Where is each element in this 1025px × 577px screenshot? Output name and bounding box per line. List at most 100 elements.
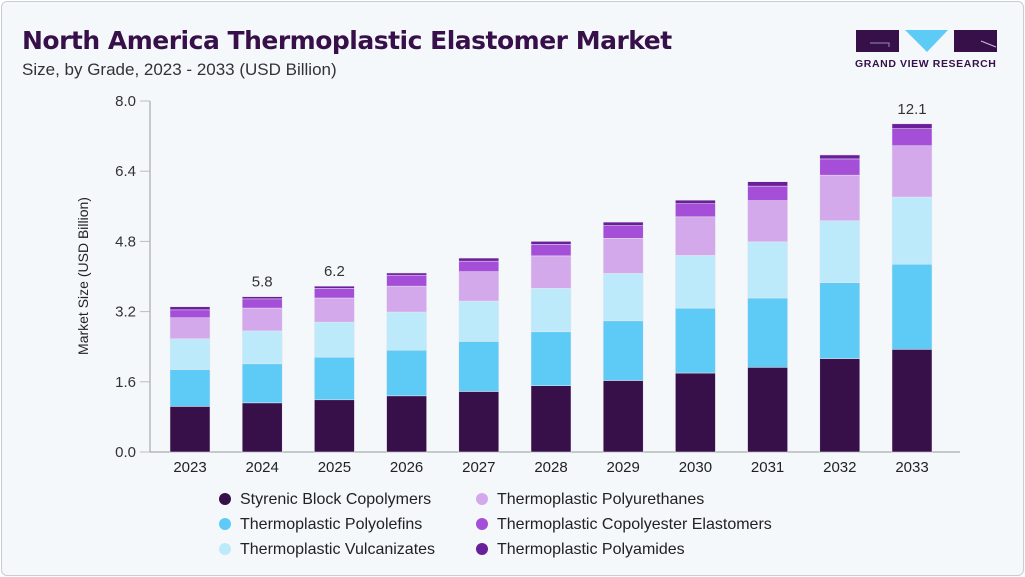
bar-segment <box>169 369 211 407</box>
bar-segment <box>747 200 788 243</box>
y-tick-label: 0.0 <box>115 444 136 461</box>
x-tick-label: 2032 <box>823 459 856 476</box>
bar-segment <box>314 356 355 401</box>
bar-segment <box>386 272 427 276</box>
bar-segment <box>819 220 861 283</box>
logo-text: GRAND VIEW RESEARCH <box>855 58 997 70</box>
data-label: 5.8 <box>252 274 273 291</box>
bar-segment <box>675 203 716 218</box>
bar-segment <box>458 271 500 302</box>
data-label: 6.2 <box>324 263 345 280</box>
bar-segment <box>458 341 500 392</box>
legend-label: Thermoplastic Vulcanizates <box>240 541 435 558</box>
x-tick-label: 2028 <box>534 459 567 476</box>
x-tick-label: 2033 <box>895 459 928 476</box>
bar-segment <box>819 282 861 359</box>
y-tick-label: 6.4 <box>115 163 136 180</box>
bar-segment <box>241 330 283 365</box>
bar-segment <box>675 216 716 256</box>
bar-segment <box>602 221 644 226</box>
legend-label: Thermoplastic Polyurethanes <box>497 491 704 508</box>
bar-segment <box>169 306 211 311</box>
bar-segment <box>747 367 788 453</box>
chart-subtitle: Size, by Grade, 2023 - 2033 (USD Billion… <box>22 60 337 79</box>
bar-segment <box>891 196 933 265</box>
legend-marker <box>219 493 231 505</box>
y-tick-label: 3.2 <box>115 304 136 321</box>
y-axis-label: Market Size (USD Billion) <box>75 197 91 355</box>
bar-segment <box>530 244 572 257</box>
bar-segment <box>675 199 716 204</box>
bar-segment <box>602 273 644 322</box>
bar-segment <box>169 406 211 453</box>
x-tick-label: 2030 <box>679 459 712 476</box>
y-tick-label: 8.0 <box>115 93 136 110</box>
bar-segment <box>458 260 500 272</box>
data-label: 12.1 <box>897 101 926 118</box>
legend-label: Thermoplastic Polyamides <box>497 541 685 558</box>
bar-segment <box>530 288 572 333</box>
bar-segment <box>819 158 861 176</box>
bar-segment <box>530 331 572 386</box>
bar-segment <box>747 241 788 299</box>
bar-segment <box>386 285 427 313</box>
bar-segment <box>241 363 283 404</box>
bar-segment <box>386 349 427 397</box>
legend-label: Thermoplastic Polyolefins <box>240 516 422 533</box>
x-tick-label: 2031 <box>751 459 784 476</box>
bar-segment <box>747 181 788 187</box>
bar-segment <box>169 309 211 318</box>
bar-segment <box>530 241 572 245</box>
bar-segment <box>314 288 355 299</box>
legend-marker <box>476 493 488 505</box>
bar-segment <box>819 174 861 222</box>
x-tick-label: 2023 <box>173 459 206 476</box>
bar-segment <box>169 338 211 370</box>
legend-marker <box>476 518 488 530</box>
legend-marker <box>476 543 488 555</box>
chart-title: North America Thermoplastic Elastomer Ma… <box>22 26 672 55</box>
legend-marker <box>219 518 231 530</box>
bar-segment <box>241 298 283 309</box>
bar-segment <box>241 307 283 332</box>
bar-segment <box>602 320 644 381</box>
bar-segment <box>675 307 716 374</box>
bar-segment <box>386 395 427 453</box>
bar-segment <box>314 399 355 453</box>
x-tick-label: 2027 <box>462 459 495 476</box>
bar-segment <box>602 238 644 274</box>
bar-segment <box>314 285 355 289</box>
bar-segment <box>891 123 933 129</box>
bar-segment <box>386 311 427 351</box>
bar-segment <box>747 185 788 201</box>
bar-segment <box>458 257 500 262</box>
bar-segment <box>747 297 788 368</box>
x-tick-label: 2025 <box>318 459 351 476</box>
bar-segment <box>891 145 933 198</box>
bar-segment <box>458 300 500 342</box>
bar-segment <box>530 255 572 289</box>
x-tick-label: 2029 <box>607 459 640 476</box>
bar-segment <box>314 297 355 323</box>
legend-label: Styrenic Block Copolymers <box>240 491 431 508</box>
bar-segment <box>602 380 644 453</box>
bar-segment <box>891 349 933 453</box>
bar-segment <box>891 128 933 147</box>
y-tick-label: 1.6 <box>115 374 136 391</box>
bar-segment <box>602 225 644 239</box>
bar-segment <box>530 385 572 453</box>
x-tick-label: 2024 <box>246 459 279 476</box>
bar-segment <box>314 321 355 358</box>
bar-segment <box>819 154 861 160</box>
bar-segment <box>386 274 427 287</box>
bar-segment <box>675 255 716 309</box>
bar-segment <box>169 317 211 340</box>
x-tick-label: 2026 <box>390 459 423 476</box>
bar-segment <box>458 391 500 453</box>
legend-label: Thermoplastic Copolyester Elastomers <box>497 516 772 533</box>
legend-marker <box>219 543 231 555</box>
y-tick-label: 4.8 <box>115 233 136 250</box>
bar-segment <box>241 402 283 453</box>
bar-segment <box>891 263 933 350</box>
